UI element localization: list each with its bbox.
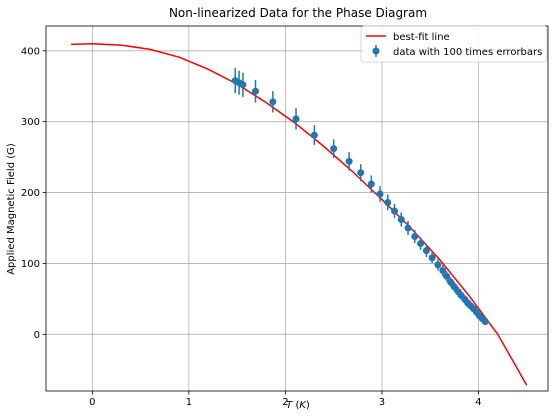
legend: best-fit line data with 100 times errorb… [360, 25, 548, 63]
series-layer [71, 42, 528, 386]
data-point [428, 254, 436, 262]
y-axis-title: Applied Magnetic Field (G) [6, 143, 17, 275]
data-point [446, 278, 454, 286]
legend-data-label: data with 100 times errorbars [393, 47, 542, 58]
x-axis-title: T (K) [286, 400, 310, 411]
data-point [422, 247, 430, 255]
data-point [417, 240, 425, 248]
data-point [251, 87, 259, 95]
x-tick-label: 0 [89, 397, 95, 408]
data-point [239, 81, 247, 89]
x-tick-label: 3 [379, 397, 385, 408]
tick-layer: 0 1 2 3 4 0 100 200 300 400 [21, 46, 482, 408]
x-tick-label: 1 [186, 397, 192, 408]
data-point [269, 98, 277, 106]
data-point [357, 169, 365, 177]
legend-fit-line-label: best-fit line [393, 32, 450, 43]
legend-box [360, 25, 548, 63]
data-point [376, 190, 384, 198]
data-point [404, 224, 412, 232]
y-tick-label: 0 [34, 330, 40, 341]
y-tick-label: 200 [21, 188, 40, 199]
data-point [439, 267, 447, 275]
legend-data-point-swatch [372, 47, 380, 55]
data-point [367, 180, 375, 188]
y-tick-label: 100 [21, 259, 40, 270]
chart-title: Non-linearized Data for the Phase Diagra… [169, 6, 427, 20]
data-point [481, 318, 489, 326]
data-point [397, 215, 405, 223]
plot-frame [45, 25, 549, 392]
data-point [384, 198, 392, 206]
data-point [310, 131, 318, 139]
x-tick-label: 2 [282, 397, 288, 408]
data-point [330, 145, 338, 153]
y-tick-label: 300 [21, 117, 40, 128]
best-fit-line [71, 42, 528, 386]
data-point [411, 232, 419, 240]
data-point [345, 157, 353, 165]
data-point [391, 207, 399, 215]
x-tick-label: 4 [475, 397, 481, 408]
data-point [434, 261, 442, 269]
data-point [443, 272, 451, 280]
data-point [450, 283, 458, 291]
data-point [292, 115, 300, 123]
y-tick-label: 400 [21, 46, 40, 57]
